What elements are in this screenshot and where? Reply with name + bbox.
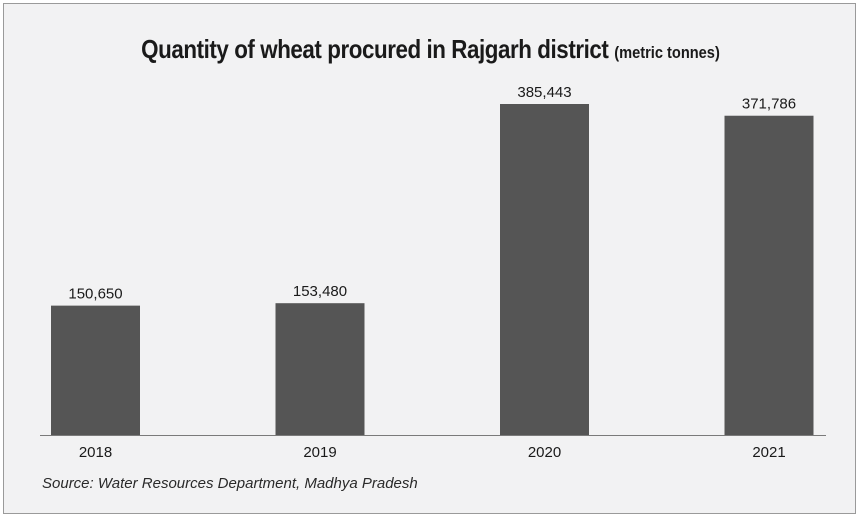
x-tick-label-2018: 2018 [79,444,112,461]
bar-2020 [500,104,589,435]
x-tick-label-2019: 2019 [303,444,336,461]
bar-chart: 150,650 153,480 385,443 371,786 2018 2019 202… [40,84,826,461]
bars-group [51,104,814,436]
bar-2021 [724,115,814,436]
value-labels-group: 150,650 153,480 385,443 371,786 [68,84,796,303]
value-label-2021: 371,786 [742,96,796,113]
x-tick-label-2020: 2020 [528,444,561,461]
bar-2019 [275,303,365,435]
x-tick-label-2021: 2021 [752,444,785,461]
chart-unit: (metric tonnes) [614,43,720,62]
chart-title: Quantity of wheat procured in Rajgarh di… [141,34,609,64]
value-label-2020: 385,443 [517,84,571,101]
source-note: Source: Water Resources Department, Madh… [42,475,418,492]
value-label-2018: 150,650 [68,286,122,303]
x-ticks-group: 2018 2019 2020 2021 [79,444,786,461]
chart-frame: Quantity of wheat procured in Rajgarh di… [3,3,856,514]
bar-2018 [51,305,140,435]
chart-title-line: Quantity of wheat procured in Rajgarh di… [64,34,798,65]
value-label-2019: 153,480 [293,283,347,300]
